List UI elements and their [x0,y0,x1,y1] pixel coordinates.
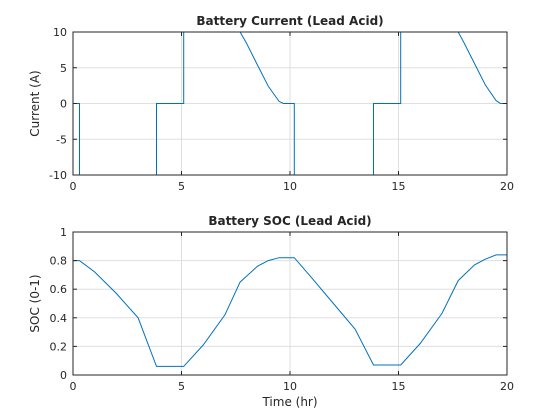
x-tick-label: 10 [283,380,297,393]
y-tick-label: 0.2 [50,340,68,353]
y-tick-label: 5 [60,62,67,75]
x-tick-label: 5 [178,380,185,393]
x-tick-label: 5 [178,180,185,193]
y-tick-label: 0.8 [50,255,68,268]
x-tick-label: 15 [392,380,406,393]
chart-title: Battery Current (Lead Acid) [196,14,383,28]
series-line-1 [73,254,507,367]
series-line-1 [73,31,507,176]
x-tick-label: 15 [392,180,406,193]
chart-title: Battery SOC (Lead Acid) [208,214,371,228]
x-tick-label: 20 [500,180,514,193]
y-tick-label: 0 [60,98,67,111]
y-tick-label: -5 [56,133,67,146]
x-tick-label: 0 [70,180,77,193]
y-tick-label: 0.4 [50,312,68,325]
x-tick-label: 0 [70,380,77,393]
chart-1: 0 5 10 15 20 -10 -5 0 5 10 Battery Current (Lead A… [28,14,514,193]
x-axis-label: Time (hr) [261,395,317,409]
y-axis-label: Current (A) [28,70,42,136]
chart-2: 0 5 10 15 20 0 0.2 0.4 0.6 0.8 1 Battery SOC (Lead … [28,214,514,409]
x-tick-label: 10 [283,180,297,193]
y-tick-label: 1 [60,226,67,239]
x-tick-label: 20 [500,380,514,393]
y-tick-label: 0.6 [50,283,68,296]
y-tick-label: -10 [49,169,67,182]
y-axis-label: SOC (0-1) [28,274,42,332]
y-tick-label: 10 [53,26,67,39]
y-tick-label: 0 [60,369,67,382]
